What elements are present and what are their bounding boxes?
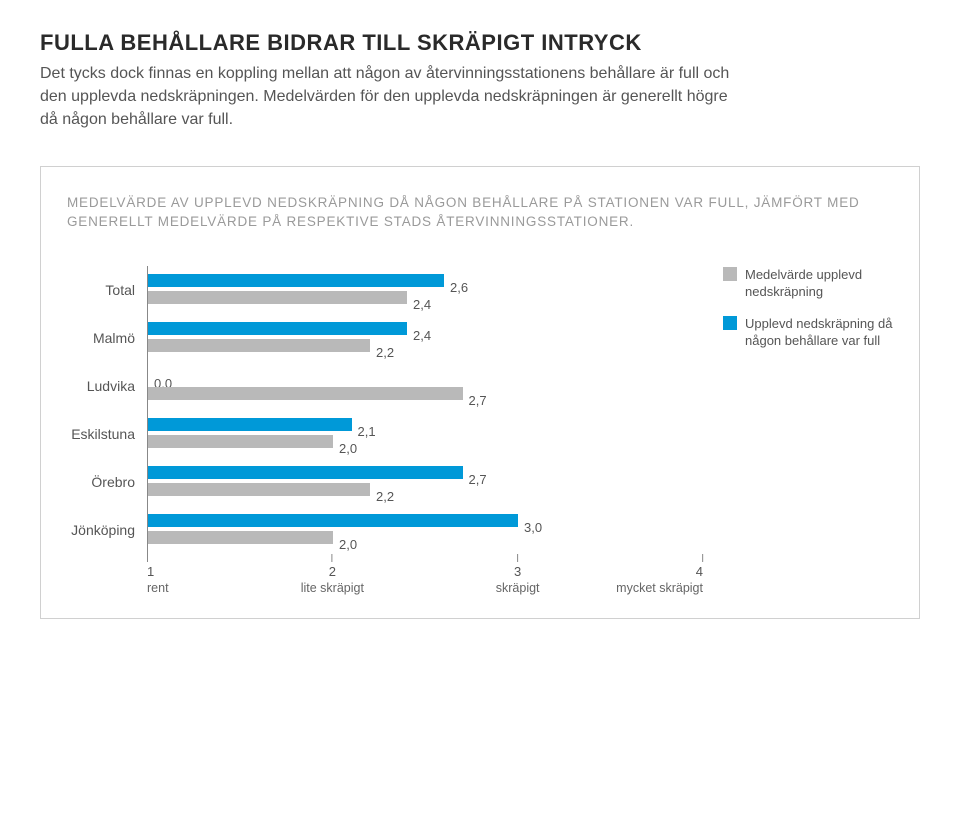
chart-row-label: Malmö [67, 330, 147, 346]
bar-full-container [148, 466, 463, 479]
chart-row-plot: 0,02,7 [147, 362, 703, 410]
chart-row: Jönköping 3,0 2,0 [67, 506, 703, 554]
bar-full-container [148, 322, 407, 335]
x-tick: 4 mycket skräpigt [616, 554, 703, 595]
chart-row-plot: 2,6 2,4 [147, 266, 703, 314]
x-tick-label: rent [147, 581, 169, 595]
bar-value-label: 2,0 [339, 441, 357, 456]
x-axis: 1 rent 2 lite skräpigt 3 skräpigt 4 mycket skrä… [67, 554, 703, 600]
x-tick-label: skräpigt [496, 581, 540, 595]
legend-text: Medelvärde upplevd nedskräpning [745, 266, 893, 301]
chart-row-label: Jönköping [67, 522, 147, 538]
chart-row-label: Eskilstuna [67, 426, 147, 442]
legend-text: Upplevd nedskräp­ning då någon behållare… [745, 315, 893, 350]
chart-row-label: Total [67, 282, 147, 298]
bar-average [148, 435, 333, 448]
x-tick-number: 1 [147, 564, 169, 579]
chart-row-plot: 3,0 2,0 [147, 506, 703, 554]
bar-average [148, 531, 333, 544]
x-tick-number: 3 [496, 564, 540, 579]
chart-row: Total 2,6 2,4 [67, 266, 703, 314]
x-tick-label: mycket skräpigt [616, 581, 703, 595]
bar-average [148, 483, 370, 496]
chart-row: Eskilstuna2,12,0 [67, 410, 703, 458]
bar-value-label: 2,0 [339, 537, 357, 552]
bar-value-label: 2,4 [413, 297, 431, 312]
bar-average [148, 387, 463, 400]
bar-value-label: 2,2 [376, 345, 394, 360]
legend-item: Medelvärde upplevd nedskräpning [723, 266, 893, 301]
intro-paragraph: Det tycks dock finnas en koppling mellan… [40, 62, 740, 132]
chart-plot-area: Total2,62,4Malmö2,42,2Ludvika0,02,7Eskil… [67, 266, 703, 600]
bar-full-container [148, 514, 518, 527]
x-tick-label: lite skräpigt [301, 581, 364, 595]
bar-full-container [148, 274, 444, 287]
bar-average [148, 291, 407, 304]
bar-value-label: 2,7 [469, 472, 487, 487]
x-tick-mark [147, 554, 148, 562]
bar-full-container [148, 418, 352, 431]
bar-value-label: 2,1 [358, 424, 376, 439]
bar-value-label: 2,4 [413, 328, 431, 343]
bar-value-label: 3,0 [524, 520, 542, 535]
x-tick-number: 2 [301, 564, 364, 579]
bar-value-label: 2,6 [450, 280, 468, 295]
x-tick-mark [517, 554, 518, 562]
legend-swatch [723, 316, 737, 330]
chart-row-plot: 2,12,0 [147, 410, 703, 458]
bar-value-label: 2,7 [469, 393, 487, 408]
x-tick: 2 lite skräpigt [301, 554, 364, 595]
x-tick-mark [332, 554, 333, 562]
chart-row-plot: 2,4 2,2 [147, 314, 703, 362]
chart-container: MEDELVÄRDE AV UPPLEVD NEDSKRÄPNING DÅ NÅ… [40, 166, 920, 619]
x-tick-number: 4 [616, 564, 703, 579]
x-tick: 1 rent [147, 554, 169, 595]
chart-caption: MEDELVÄRDE AV UPPLEVD NEDSKRÄPNING DÅ NÅ… [67, 193, 893, 232]
legend-swatch [723, 267, 737, 281]
legend-item: Upplevd nedskräp­ning då någon behållare… [723, 315, 893, 350]
chart-row-label: Örebro [67, 474, 147, 490]
chart-row: Ludvika0,02,7 [67, 362, 703, 410]
bar-average [148, 339, 370, 352]
page-heading: FULLA BEHÅLLARE BIDRAR TILL SKRÄPIGT INT… [40, 30, 920, 56]
chart-row: Malmö 2,4 2,2 [67, 314, 703, 362]
bar-value-label: 2,2 [376, 489, 394, 504]
x-tick: 3 skräpigt [496, 554, 540, 595]
x-tick-mark [702, 554, 703, 562]
chart-legend: Medelvärde upplevd nedskräpning Upplevd n… [723, 266, 893, 600]
chart-row: Örebro 2,7 2,2 [67, 458, 703, 506]
chart-row-label: Ludvika [67, 378, 147, 394]
chart-flex: Total2,62,4Malmö2,42,2Ludvika0,02,7Eskil… [67, 266, 893, 600]
chart-row-plot: 2,7 2,2 [147, 458, 703, 506]
